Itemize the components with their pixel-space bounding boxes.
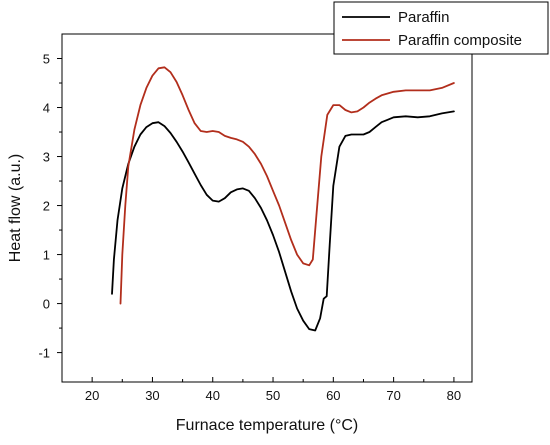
series-line-paraffin-composite <box>119 66 455 305</box>
x-tick-label: 40 <box>206 388 220 403</box>
x-tick-label: 70 <box>386 388 400 403</box>
y-tick-label: 5 <box>43 52 50 67</box>
x-axis-label: Furnace temperature (°C) <box>176 417 358 434</box>
legend: Paraffin Paraffin composite <box>333 1 549 55</box>
x-tick-label: 60 <box>326 388 340 403</box>
legend-box <box>333 1 549 55</box>
x-tick-label: 80 <box>447 388 461 403</box>
x-tick-label: 20 <box>85 388 99 403</box>
y-tick-label: 3 <box>43 150 50 165</box>
series-lines <box>111 66 455 332</box>
legend-label-paraffin: Paraffin <box>398 9 449 26</box>
legend-label-paraffin-composite: Paraffin composite <box>398 32 522 49</box>
y-axis-label: Heat flow (a.u.) <box>7 154 24 262</box>
y-tick-label: 2 <box>43 199 50 214</box>
y-tick-label: 1 <box>43 248 50 263</box>
series-line-paraffin <box>111 110 455 332</box>
y-tick-label: 4 <box>43 101 50 116</box>
x-tick-label: 50 <box>266 388 280 403</box>
plot-frame <box>61 33 473 383</box>
axes: 20 30 40 50 60 70 80 -1 0 1 2 3 4 5 <box>38 52 461 403</box>
x-tick-label: 30 <box>145 388 159 403</box>
y-tick-label: -1 <box>38 346 50 361</box>
y-tick-label: 0 <box>43 297 50 312</box>
